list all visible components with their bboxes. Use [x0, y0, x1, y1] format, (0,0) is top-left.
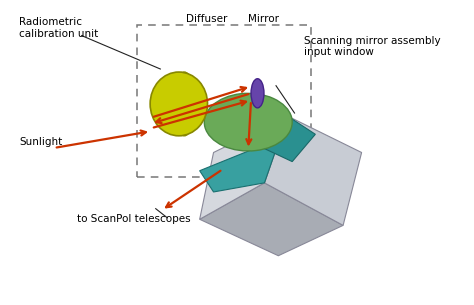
Polygon shape [264, 116, 362, 225]
Bar [137, 25, 311, 177]
Ellipse shape [150, 72, 208, 136]
Text: Diffuser: Diffuser [186, 14, 228, 24]
Text: to ScanPol telescopes: to ScanPol telescopes [77, 214, 191, 224]
Ellipse shape [251, 79, 264, 108]
Polygon shape [200, 183, 343, 256]
Polygon shape [200, 116, 288, 219]
Polygon shape [260, 116, 315, 162]
Text: Scanning mirror assembly
input window: Scanning mirror assembly input window [304, 36, 440, 57]
Text: Radiometric
calibration unit: Radiometric calibration unit [19, 17, 99, 39]
Polygon shape [200, 116, 288, 192]
Text: Sunlight: Sunlight [19, 137, 63, 147]
Ellipse shape [174, 72, 194, 136]
Ellipse shape [204, 93, 292, 151]
Text: Mirror: Mirror [248, 14, 279, 24]
